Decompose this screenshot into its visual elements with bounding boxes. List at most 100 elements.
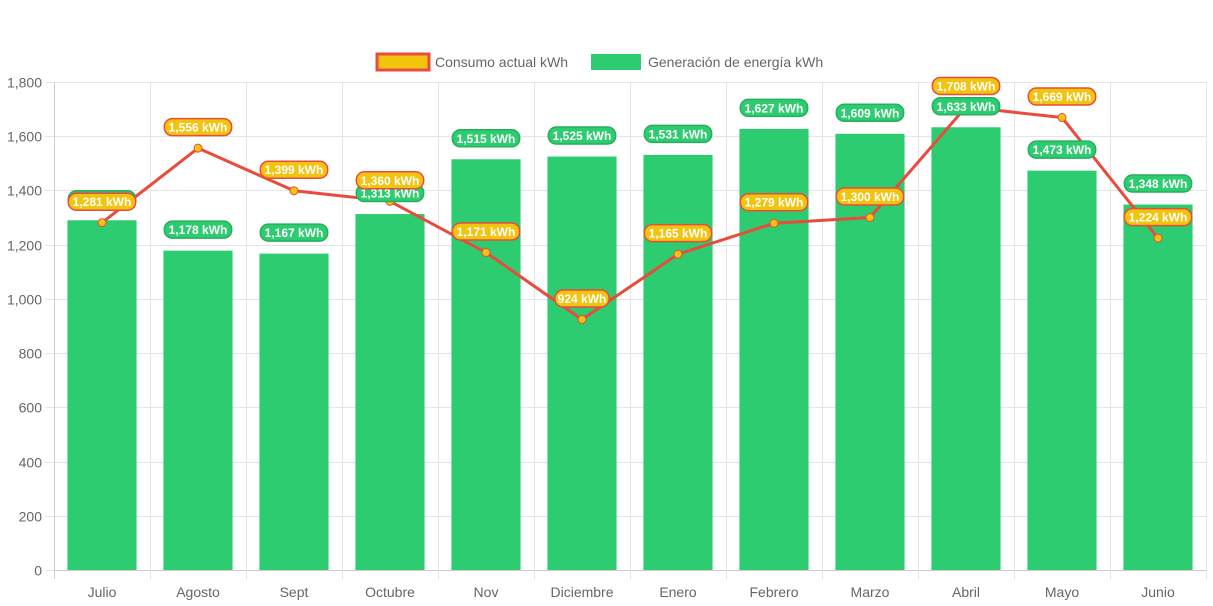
data-label-box	[554, 289, 610, 308]
data-label-box	[931, 76, 1001, 96]
legend-label-consumo: Consumo actual kWh	[435, 54, 568, 70]
data-label: 1,556 kWh	[163, 117, 233, 137]
y-tick-label: 1,400	[7, 183, 42, 199]
data-label-text: 1,669 kWh	[1033, 90, 1092, 104]
y-tick-label: 600	[19, 400, 43, 416]
line-point	[1057, 113, 1067, 123]
x-axis: Julio Agosto Sept Octubre Nov Diciembre Enero F…	[88, 584, 1175, 600]
data-label-text: 1,609 kWh	[841, 106, 900, 120]
bar	[1123, 204, 1193, 570]
line-point	[193, 143, 203, 153]
data-label: 1,609 kWh	[835, 103, 905, 123]
data-label: 1,473 kWh	[1027, 140, 1097, 159]
data-label-text: 1,224 kWh	[1129, 211, 1188, 225]
x-tick-label: Sept	[280, 584, 309, 600]
line-point	[97, 218, 107, 228]
data-label-box	[1123, 207, 1193, 227]
data-label: 1,525 kWh	[547, 126, 617, 145]
data-label-text: 924 kWh	[558, 292, 607, 306]
line-point	[769, 218, 779, 228]
legend-swatch-generacion	[591, 54, 641, 70]
data-labels-consumo: 1,281 kWh 1,556 kWh 1,399 kWh 1,360 kWh 1,17…	[67, 76, 1193, 308]
x-tick-label: Enero	[659, 584, 697, 600]
data-label-text: 1,556 kWh	[169, 121, 228, 135]
x-tick-label: Junio	[1141, 584, 1175, 600]
data-label-box	[1027, 87, 1097, 106]
legend-item-generacion[interactable]: Generación de energía kWh	[591, 54, 823, 70]
x-tick-label: Julio	[88, 584, 117, 600]
bar	[547, 156, 617, 571]
line-point	[577, 314, 587, 324]
line-point	[289, 186, 299, 196]
bar	[163, 250, 233, 570]
data-label: 1,279 kWh	[739, 192, 809, 212]
data-label-text: 1,525 kWh	[553, 129, 612, 143]
y-tick-label: 1,000	[7, 292, 42, 308]
y-axis: 0 200 400 600 800 1,000 1,200 1,400 1,600 1,800	[7, 75, 54, 579]
data-label-box	[835, 187, 905, 206]
bar	[67, 220, 137, 570]
line-point	[673, 249, 683, 259]
data-label-box	[163, 220, 233, 239]
data-label-text: 1,399 kWh	[265, 163, 324, 177]
line-point	[481, 248, 491, 258]
legend-swatch-consumo	[375, 52, 431, 72]
data-label-text: 1,300 kWh	[841, 190, 900, 204]
data-label-box	[835, 103, 905, 123]
bar	[931, 127, 1001, 570]
data-label: 1,515 kWh	[451, 129, 521, 148]
data-label-box	[451, 129, 521, 148]
data-label: 924 kWh	[554, 289, 610, 308]
data-label-box	[67, 192, 137, 211]
line-point	[865, 213, 875, 223]
data-label-box	[451, 222, 521, 241]
x-tick-label: Mayo	[1045, 584, 1079, 600]
bar	[259, 253, 329, 570]
data-label-box	[643, 223, 713, 243]
legend: Consumo actual kWh Generación de energía…	[375, 52, 823, 72]
y-tick-label: 400	[19, 455, 43, 471]
bar	[355, 214, 425, 570]
data-label: 1,281 kWh	[67, 192, 137, 211]
data-label-box	[739, 192, 809, 212]
data-label-box	[259, 223, 329, 242]
data-label: 1,167 kWh	[259, 223, 329, 242]
data-label-text: 1,531 kWh	[649, 127, 708, 141]
data-label: 1,165 kWh	[643, 223, 713, 243]
x-tick-label: Octubre	[365, 584, 415, 600]
data-label-box	[1123, 174, 1193, 193]
y-tick-label: 1,200	[7, 238, 42, 254]
x-tick-label: Febrero	[749, 584, 798, 600]
data-label-box	[739, 98, 809, 118]
data-label: 1,224 kWh	[1123, 207, 1193, 227]
data-label-box	[259, 160, 329, 179]
data-label-text: 1,473 kWh	[1033, 143, 1092, 157]
data-label-text: 1,708 kWh	[937, 79, 996, 93]
data-label: 1,531 kWh	[643, 124, 713, 144]
data-label: 1,348 kWh	[1123, 174, 1193, 193]
data-label-text: 1,515 kWh	[457, 132, 516, 146]
data-label-box	[163, 117, 233, 137]
data-label-box	[1027, 140, 1097, 159]
bar	[1027, 170, 1097, 571]
data-label-box	[547, 126, 617, 145]
data-label-box	[643, 124, 713, 144]
data-label-box	[931, 97, 1001, 116]
data-label-text: 1,165 kWh	[649, 227, 708, 241]
data-label: 1,399 kWh	[259, 160, 329, 179]
data-label-text: 1,633 kWh	[937, 100, 996, 114]
legend-item-consumo[interactable]: Consumo actual kWh	[375, 52, 568, 72]
x-tick-label: Agosto	[176, 584, 220, 600]
y-tick-label: 1,800	[7, 75, 42, 91]
bar	[451, 159, 521, 570]
x-tick-label: Abril	[952, 584, 980, 600]
data-label-box	[355, 171, 425, 190]
data-label: 1,171 kWh	[451, 222, 521, 241]
data-label: 1,627 kWh	[739, 98, 809, 118]
grid	[54, 82, 1207, 579]
data-label-text: 1,178 kWh	[169, 223, 228, 237]
legend-label-generacion: Generación de energía kWh	[648, 54, 823, 70]
data-label-text: 1,167 kWh	[265, 226, 324, 240]
